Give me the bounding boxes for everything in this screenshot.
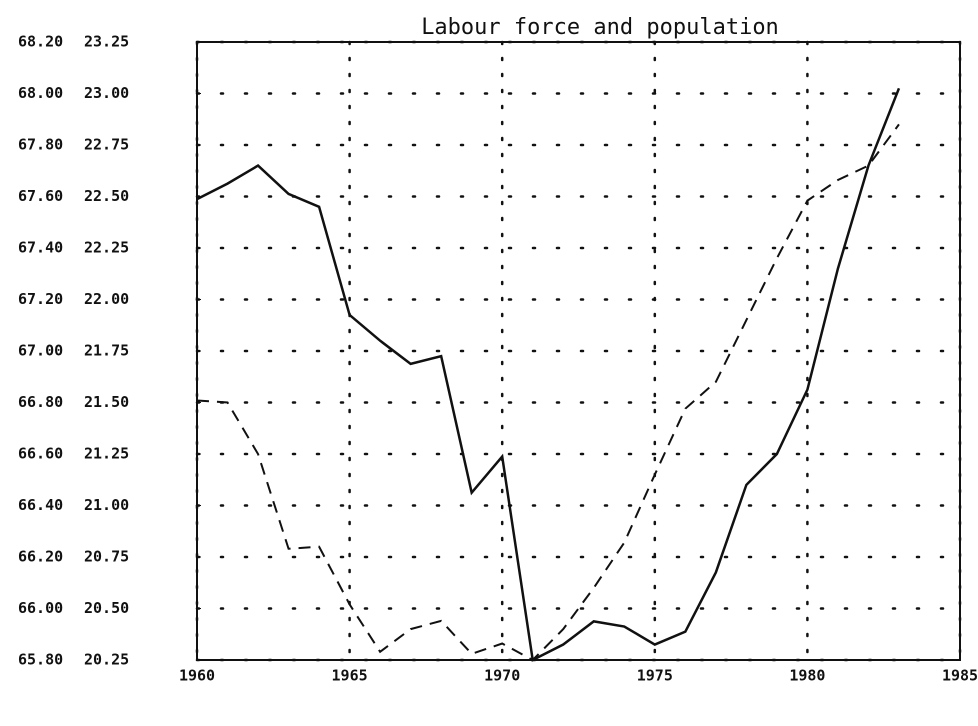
- y-tick-label: 66.00: [18, 599, 63, 617]
- y2-tick-label: 21.50: [84, 393, 129, 411]
- y2-tick-label: 22.25: [84, 239, 129, 257]
- y-tick-label: 66.20: [18, 548, 63, 566]
- y2-tick-label: 21.25: [84, 445, 129, 463]
- x-tick-label: 1980: [789, 667, 825, 685]
- y2-tick-label: 23.00: [84, 84, 129, 102]
- y-tick-label: 66.80: [18, 393, 63, 411]
- y-tick-label: 68.00: [18, 84, 63, 102]
- y-tick-label: 67.20: [18, 290, 63, 308]
- y2-tick-label: 20.75: [84, 548, 129, 566]
- y2-tick-label: 23.25: [84, 33, 129, 51]
- data-line: [196, 123, 900, 662]
- y2-tick-label: 21.75: [84, 342, 129, 360]
- chart-title: Labour force and population: [421, 15, 779, 40]
- y-tick-label: 67.60: [18, 187, 63, 205]
- x-tick-label: 1960: [179, 667, 215, 685]
- y2-tick-label: 22.50: [84, 187, 129, 205]
- y2-tick-label: 21.00: [84, 496, 129, 514]
- y2-tick-label: 20.50: [84, 599, 129, 617]
- data-line: [196, 87, 901, 662]
- x-tick-label: 1985: [942, 667, 978, 685]
- x-tick-label: 1965: [332, 667, 368, 685]
- y-tick-label: 66.60: [18, 445, 63, 463]
- y-tick-label: 67.40: [18, 239, 63, 257]
- y-tick-label: 68.20: [18, 33, 63, 51]
- y2-tick-label: 22.00: [84, 290, 129, 308]
- y-tick-label: 67.80: [18, 136, 63, 154]
- y2-tick-label: 22.75: [84, 136, 129, 154]
- y-tick-label: 66.40: [18, 496, 63, 514]
- x-tick-label: 1970: [484, 667, 520, 685]
- y2-tick-label: 20.25: [84, 651, 129, 669]
- y-tick-label: 65.80: [18, 651, 63, 669]
- x-tick-label: 1975: [637, 667, 673, 685]
- y-tick-label: 67.00: [18, 342, 63, 360]
